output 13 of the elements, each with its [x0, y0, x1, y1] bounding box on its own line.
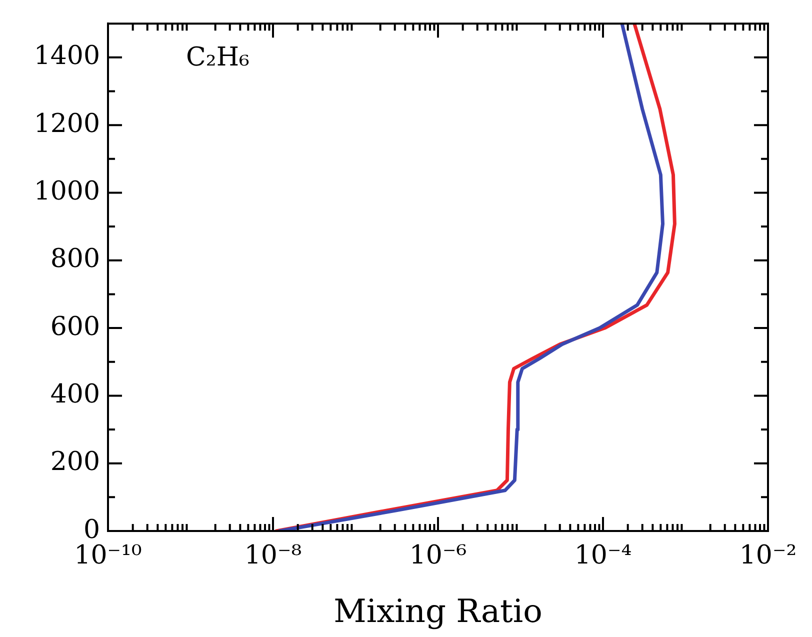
y-tick-label: 600 — [50, 312, 100, 342]
x-axis-title: Mixing Ratio — [334, 592, 542, 630]
y-tick-label: 200 — [50, 447, 100, 478]
y-tick-label: 1000 — [34, 176, 100, 206]
x-tick-label: 10⁻⁸ — [244, 540, 302, 570]
y-tick-label: 1400 — [34, 41, 100, 72]
annotation: C₂H₆ — [186, 42, 250, 72]
x-tick-label: 10⁻⁶ — [409, 540, 467, 570]
y-tick-label: 1200 — [34, 108, 100, 139]
y-tick-label: 400 — [50, 379, 100, 410]
x-tick-label: 10⁻² — [739, 540, 797, 570]
y-tick-label: 800 — [50, 244, 100, 274]
x-tick-label: 10⁻⁴ — [574, 540, 632, 570]
